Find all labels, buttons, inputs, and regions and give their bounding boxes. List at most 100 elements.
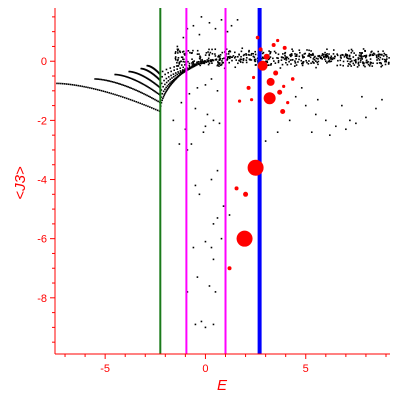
band-point: [192, 49, 194, 52]
band-point: [346, 60, 349, 63]
branch-1-point: [161, 92, 164, 95]
cloud-point: [294, 95, 297, 98]
branch-1-point: [162, 90, 165, 93]
band-point: [217, 61, 219, 63]
band-point: [372, 52, 375, 55]
band-point: [233, 57, 236, 59]
band-point: [325, 54, 327, 56]
branch-0-point: [168, 86, 170, 88]
branch-2-point: [160, 89, 163, 91]
band-point: [377, 55, 380, 57]
branch-3-point: [205, 61, 207, 64]
branch-1-point: [128, 86, 131, 89]
branch-3-point: [214, 58, 217, 61]
cloud-point: [206, 113, 209, 116]
branch-3-point: [146, 77, 149, 80]
band-point: [369, 58, 372, 60]
band-point: [263, 57, 265, 60]
branch-2-point: [192, 65, 194, 68]
branch-0-point: [166, 89, 168, 91]
band-point: [302, 56, 304, 58]
branch-0-point: [94, 88, 97, 91]
branch-0-point: [96, 88, 99, 91]
band-point: [363, 55, 366, 57]
band-point: [290, 63, 292, 65]
branch-4-point: [164, 73, 166, 76]
branch-2-point: [165, 81, 168, 84]
band-point: [178, 61, 181, 63]
band-point: [325, 60, 327, 63]
band-point: [177, 65, 180, 67]
branch-3-point: [139, 74, 142, 76]
band-point: [375, 54, 378, 57]
band-point: [315, 60, 317, 62]
branch-2-point: [148, 86, 151, 89]
band-point: [324, 55, 327, 58]
band-point: [219, 59, 221, 61]
branch-5-point: [192, 61, 195, 64]
highlight-point: [266, 77, 275, 86]
branch-0-point: [160, 101, 163, 104]
band-point: [288, 60, 290, 63]
cloud-point: [381, 98, 383, 101]
band-point: [211, 62, 213, 64]
band-point: [294, 62, 297, 64]
cloud-point: [172, 119, 175, 122]
branch-4-point: [173, 69, 175, 72]
branch-0-point: [71, 83, 74, 86]
cloud-point: [220, 19, 223, 21]
band-point: [256, 60, 259, 62]
band-point: [352, 62, 355, 65]
band-point: [360, 54, 362, 56]
band-point: [342, 54, 344, 56]
band-point: [378, 59, 381, 61]
branch-5-point: [173, 66, 175, 68]
band-point: [202, 60, 204, 62]
branch-0-point: [58, 82, 60, 85]
band-point: [357, 61, 360, 64]
band-point: [187, 60, 189, 63]
band-point: [254, 50, 257, 53]
band-point: [269, 52, 271, 55]
band-point: [321, 58, 323, 60]
band-point: [218, 65, 220, 67]
band-point: [286, 56, 289, 59]
band-point: [332, 49, 335, 51]
branch-3-point: [154, 83, 157, 85]
branch-0-point: [100, 89, 103, 92]
cloud-point: [316, 98, 319, 101]
highlight-point: [249, 98, 254, 102]
highlight-point: [277, 89, 283, 95]
band-point: [380, 65, 382, 68]
band-point: [302, 61, 304, 64]
branch-4-point: [188, 64, 191, 67]
band-point: [380, 53, 383, 56]
band-point: [198, 53, 200, 55]
band-point: [229, 56, 231, 58]
band-point: [208, 48, 210, 51]
band-point: [331, 58, 334, 61]
cloud-point: [361, 95, 363, 98]
band-point: [357, 62, 360, 65]
branch-2-point: [120, 74, 122, 77]
band-point: [306, 61, 308, 64]
branch-0-point: [151, 107, 153, 109]
branch-5-point: [211, 58, 214, 61]
branch-1-point: [166, 85, 169, 87]
branch-2-point: [133, 78, 135, 81]
band-point: [277, 61, 280, 64]
band-point: [330, 58, 332, 60]
x-axis-ticks: -5 0 5: [64, 354, 387, 375]
cloud-point: [204, 84, 207, 86]
branch-3-point: [165, 77, 168, 80]
highlight-point: [236, 230, 253, 247]
band-point: [180, 60, 182, 63]
branch-5-point: [204, 60, 206, 62]
band-point: [291, 48, 293, 51]
band-point: [242, 61, 244, 64]
branch-0-point: [60, 82, 62, 85]
highlight-point: [246, 85, 251, 90]
highlight-point: [276, 38, 280, 43]
band-point: [177, 52, 179, 54]
branch-1-point: [151, 97, 153, 99]
